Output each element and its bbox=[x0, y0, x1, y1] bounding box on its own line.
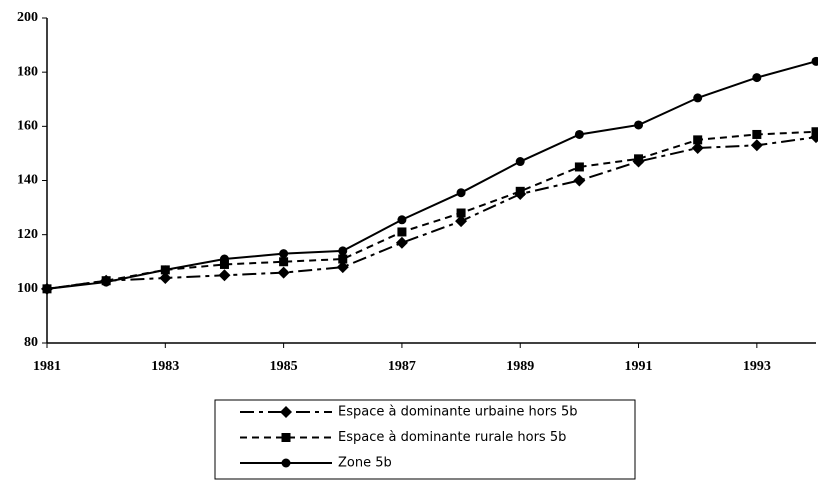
point bbox=[101, 277, 111, 287]
point bbox=[573, 174, 586, 187]
y-tick-label: 100 bbox=[17, 281, 38, 296]
point bbox=[277, 266, 290, 279]
point bbox=[279, 249, 289, 259]
point bbox=[693, 135, 703, 145]
point bbox=[219, 259, 229, 269]
x-tick-label: 1993 bbox=[743, 359, 771, 374]
point bbox=[42, 284, 52, 294]
point bbox=[574, 129, 584, 139]
point bbox=[395, 236, 408, 249]
y-tick-label: 200 bbox=[17, 10, 38, 25]
point bbox=[634, 120, 644, 130]
point bbox=[336, 261, 349, 274]
y-tick-label: 160 bbox=[17, 119, 38, 134]
point bbox=[218, 269, 231, 282]
point bbox=[160, 265, 170, 275]
point bbox=[515, 186, 525, 196]
x-tick-label: 1989 bbox=[506, 359, 534, 374]
point bbox=[159, 272, 172, 284]
point bbox=[219, 254, 229, 264]
point bbox=[455, 215, 468, 228]
point bbox=[574, 162, 584, 172]
point bbox=[752, 129, 762, 139]
point bbox=[279, 257, 289, 267]
y-tick-label: 80 bbox=[24, 335, 38, 350]
point bbox=[693, 93, 703, 103]
legend-marker bbox=[281, 458, 291, 468]
point bbox=[811, 127, 818, 137]
point bbox=[811, 56, 818, 66]
x-tick-label: 1981 bbox=[33, 359, 61, 374]
point bbox=[752, 73, 762, 83]
x-tick-label: 1983 bbox=[151, 359, 179, 374]
point bbox=[691, 142, 704, 154]
point bbox=[338, 246, 348, 256]
point bbox=[397, 215, 407, 225]
series-line bbox=[46, 136, 817, 290]
legend-marker bbox=[280, 406, 292, 418]
point bbox=[456, 208, 466, 218]
legend-label: Espace à dominante urbaine hors 5b bbox=[338, 405, 577, 420]
y-tick-label: 120 bbox=[17, 227, 38, 242]
y-tick-label: 180 bbox=[17, 64, 38, 79]
point bbox=[338, 254, 348, 264]
legend-marker bbox=[281, 433, 291, 442]
point bbox=[456, 188, 466, 198]
point bbox=[750, 139, 763, 152]
y-tick-label: 140 bbox=[17, 173, 38, 188]
x-tick-label: 1991 bbox=[625, 359, 653, 374]
point bbox=[515, 157, 525, 167]
x-tick-label: 1987 bbox=[388, 359, 416, 374]
series-line bbox=[46, 60, 817, 290]
legend-label: Espace à dominante rurale hors 5b bbox=[338, 430, 566, 445]
point bbox=[397, 227, 407, 237]
legend-label: Zone 5b bbox=[338, 456, 392, 471]
series-line bbox=[46, 130, 817, 290]
point bbox=[634, 154, 644, 164]
x-tick-label: 1985 bbox=[270, 359, 298, 374]
